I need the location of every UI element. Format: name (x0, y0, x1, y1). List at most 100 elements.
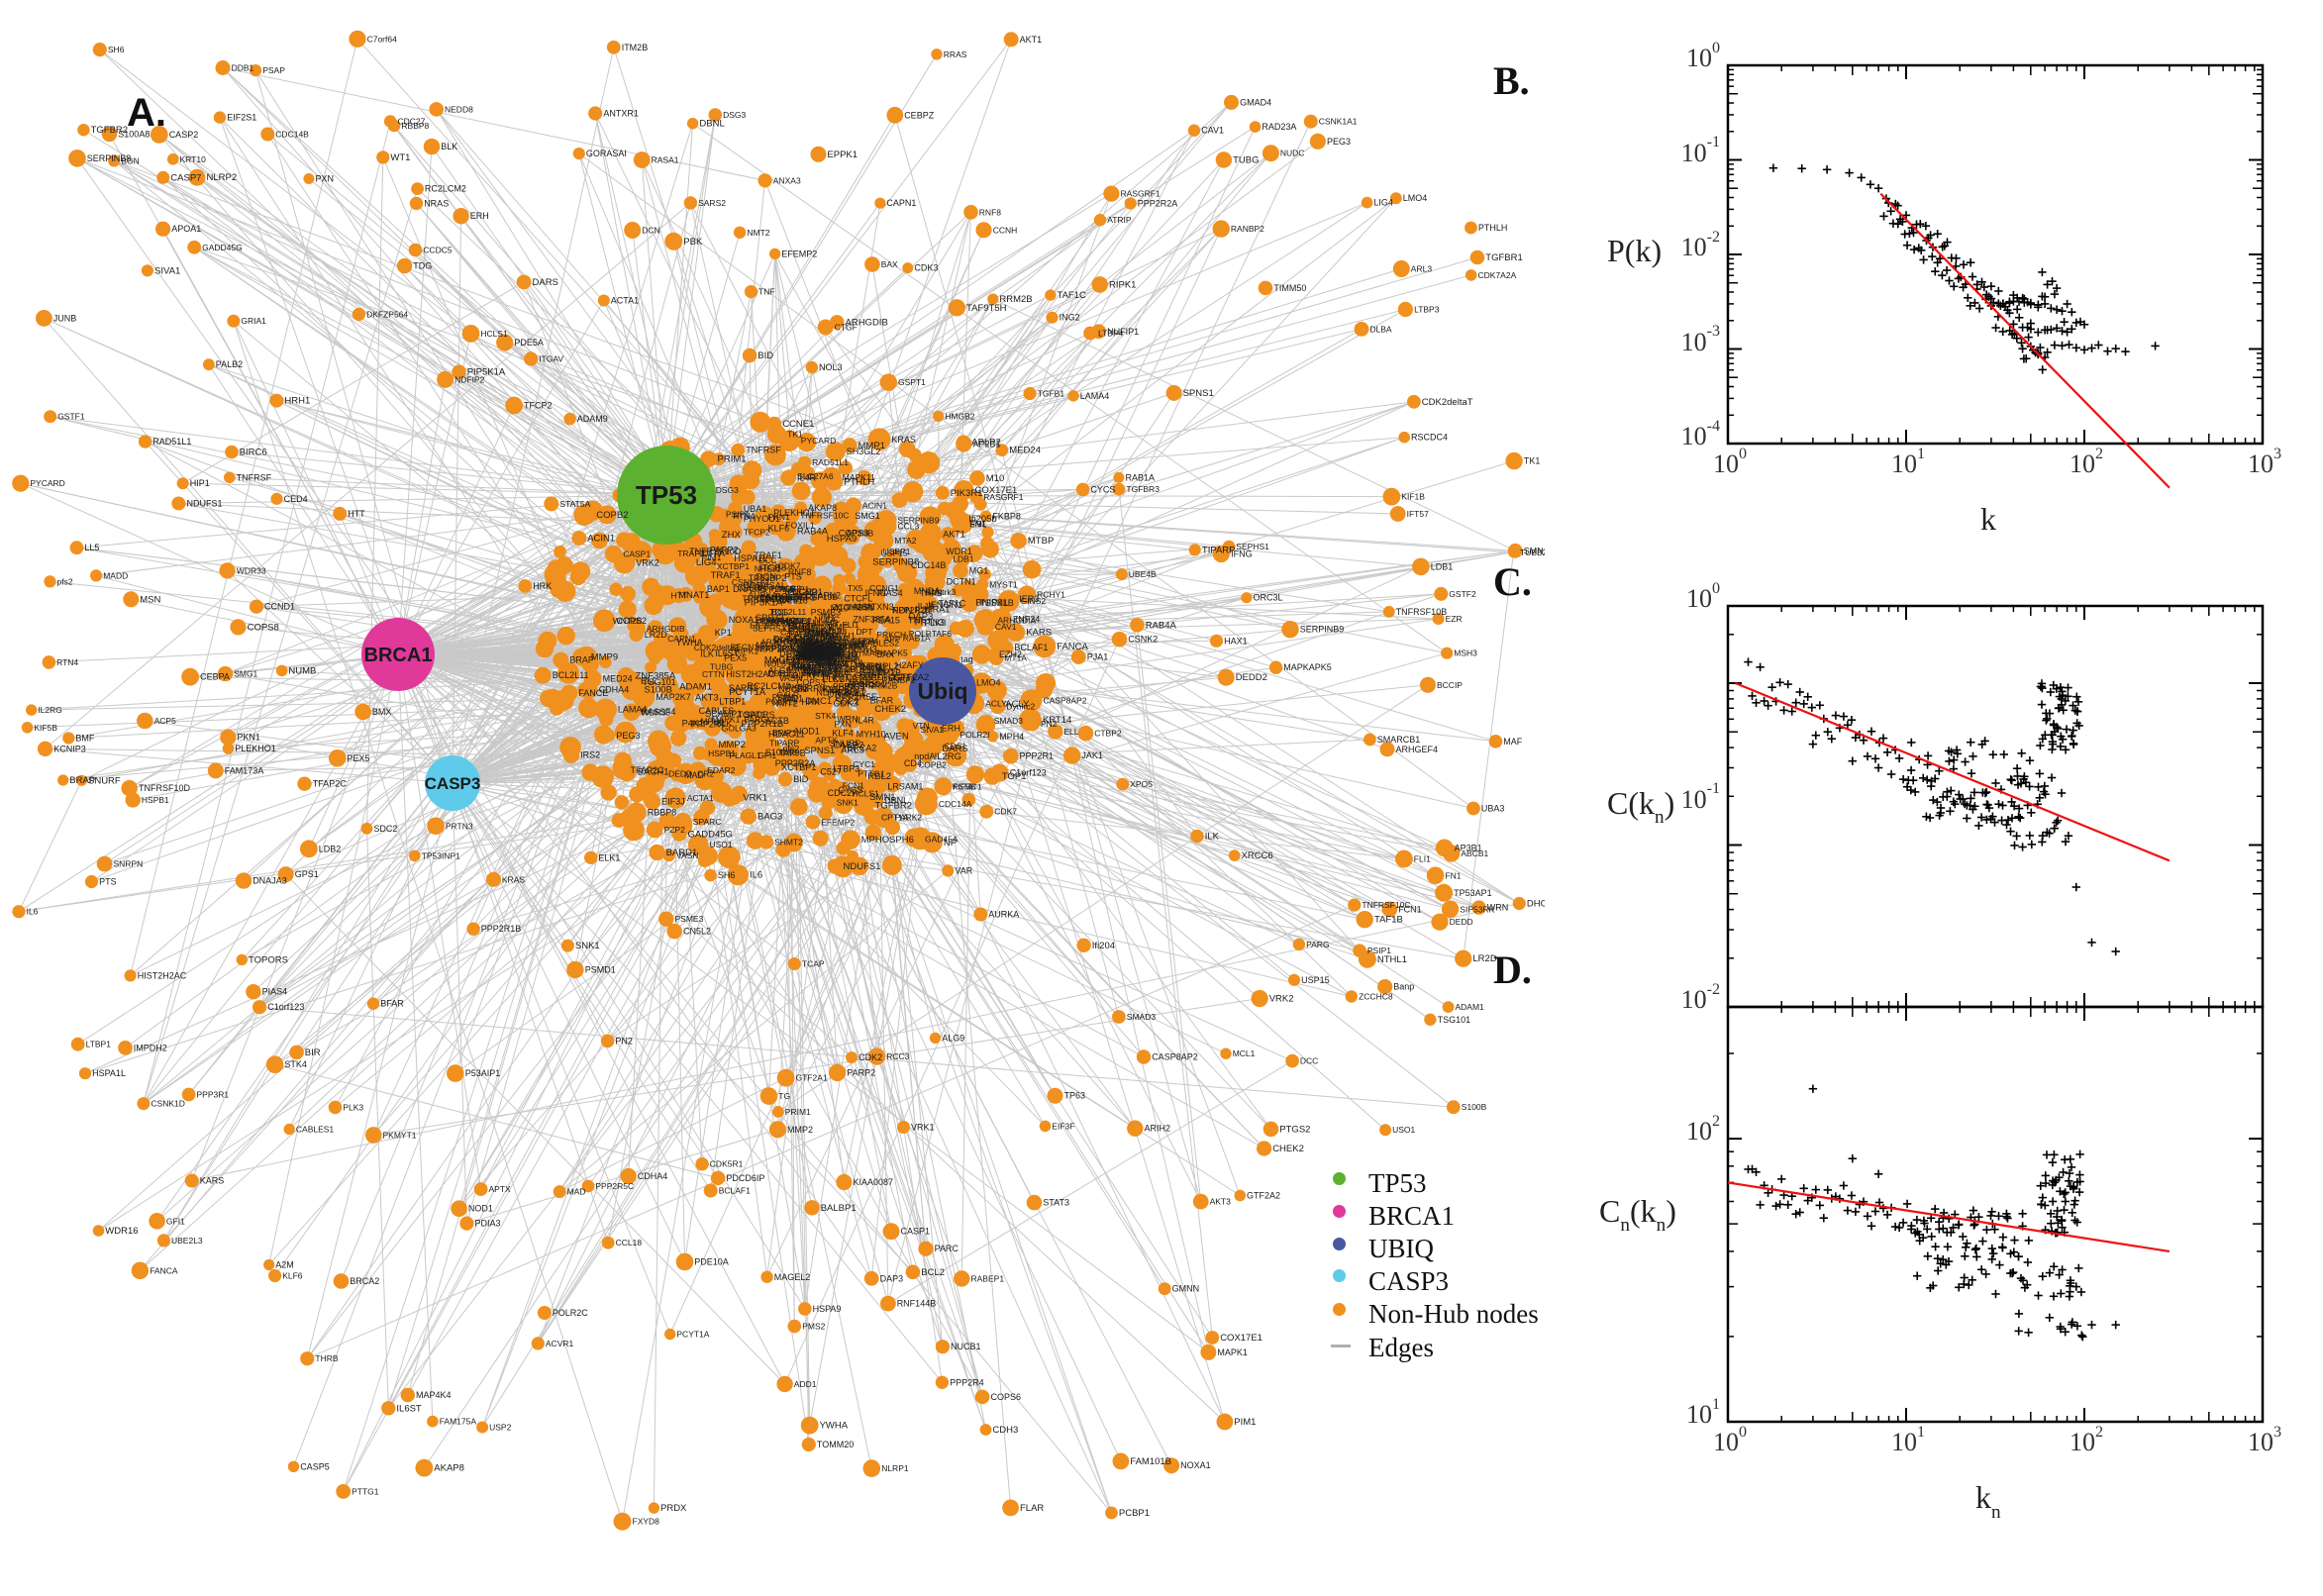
svg-text:MCL1: MCL1 (1233, 1048, 1256, 1058)
svg-text:TNFRSF: TNFRSF (746, 446, 781, 455)
svg-text:WRN: WRN (1487, 903, 1509, 913)
svg-text:CASP2: CASP2 (169, 130, 199, 140)
svg-text:RRM2B: RRM2B (999, 294, 1032, 305)
svg-text:PMS2: PMS2 (802, 1322, 825, 1332)
svg-text:PPP3R1: PPP3R1 (197, 1090, 230, 1100)
svg-text:PIAS4: PIAS4 (262, 987, 288, 997)
svg-text:CDH3: CDH3 (992, 1425, 1018, 1436)
svg-text:PSME3: PSME3 (675, 914, 704, 924)
svg-text:MSH3: MSH3 (1454, 648, 1477, 658)
svg-text:MTBP: MTBP (1028, 536, 1054, 547)
svg-text:C1orf123: C1orf123 (267, 1002, 304, 1012)
svg-text:USP2: USP2 (489, 1423, 511, 1433)
svg-text:NUDC: NUDC (1280, 149, 1305, 158)
svg-text:XPO5: XPO5 (1130, 779, 1153, 789)
svg-text:DCC: DCC (758, 555, 776, 565)
svg-text:GSTF2: GSTF2 (1449, 589, 1476, 599)
svg-text:HRK: HRK (533, 581, 552, 591)
svg-text:STAT3: STAT3 (1043, 1198, 1069, 1208)
svg-text:BID: BID (758, 350, 773, 361)
svg-text:CAV1: CAV1 (1201, 126, 1224, 136)
svg-text:DHCR24: DHCR24 (1527, 899, 1545, 910)
svg-text:LDB1: LDB1 (1431, 561, 1454, 571)
svg-text:MMP2: MMP2 (787, 1125, 813, 1135)
svg-text:CDK2deltaT: CDK2deltaT (1422, 397, 1473, 408)
svg-text:SNRPN: SNRPN (114, 859, 144, 869)
svg-text:IL6: IL6 (750, 870, 762, 881)
svg-text:VRK1: VRK1 (743, 792, 767, 803)
svg-text:DCC: DCC (1300, 1056, 1318, 1066)
svg-text:PTGS2: PTGS2 (1279, 1124, 1310, 1135)
svg-text:BCLAF1: BCLAF1 (719, 1186, 751, 1196)
svg-text:TNFRSF10B: TNFRSF10B (1396, 607, 1448, 617)
svg-text:PALB2: PALB2 (216, 359, 243, 369)
svg-text:GTF2A2: GTF2A2 (1247, 1191, 1280, 1201)
svg-text:RNF8: RNF8 (979, 207, 1001, 217)
svg-text:CASP7: CASP7 (170, 172, 201, 183)
svg-text:LIG4: LIG4 (1373, 198, 1393, 208)
svg-text:IL6: IL6 (27, 907, 39, 917)
svg-text:SNK1: SNK1 (837, 798, 858, 808)
svg-text:COPS8: COPS8 (248, 622, 279, 633)
svg-text:CDK2: CDK2 (858, 1052, 882, 1062)
svg-text:DARS: DARS (533, 277, 558, 288)
svg-text:MADD: MADD (103, 570, 128, 580)
svg-text:TOMM20: TOMM20 (817, 1440, 854, 1449)
svg-text:PARK2: PARK2 (895, 813, 923, 823)
svg-text:PZP2: PZP2 (664, 825, 686, 835)
svg-text:CD4: CD4 (904, 758, 922, 768)
svg-text:POLR2I: POLR2I (960, 730, 989, 740)
svg-text:WDR16: WDR16 (105, 1226, 138, 1237)
svg-text:STK4: STK4 (284, 1059, 307, 1069)
svg-text:EIF3F: EIF3F (1052, 1121, 1074, 1131)
svg-text:FAM173A: FAM173A (225, 765, 264, 775)
svg-text:GPS1: GPS1 (295, 869, 319, 879)
svg-text:RSCDC4: RSCDC4 (1411, 433, 1448, 443)
svg-text:LMO4: LMO4 (976, 678, 1001, 688)
svg-text:IFT57: IFT57 (1407, 509, 1429, 519)
svg-text:ALG9: ALG9 (942, 1033, 964, 1043)
svg-text:LTBP1: LTBP1 (86, 1040, 112, 1049)
svg-text:PRIM1: PRIM1 (785, 1107, 811, 1117)
svg-text:ERH: ERH (470, 211, 489, 221)
svg-text:HIP1: HIP1 (190, 478, 210, 488)
svg-text:NDUFS1: NDUFS1 (187, 499, 223, 509)
svg-text:GINS2: GINS2 (1021, 596, 1047, 606)
svg-text:IL18: IL18 (918, 601, 935, 611)
svg-text:PYCARD: PYCARD (30, 478, 64, 488)
svg-text:RAD51L1: RAD51L1 (812, 457, 849, 467)
svg-text:RAD51L1: RAD51L1 (152, 437, 191, 447)
svg-text:LTBP3: LTBP3 (1414, 305, 1440, 315)
svg-text:PARP2: PARP2 (847, 1067, 875, 1077)
svg-text:TNF: TNF (758, 287, 775, 297)
svg-text:CHEK2: CHEK2 (1272, 1144, 1304, 1154)
svg-text:CEBPZ: CEBPZ (904, 110, 935, 120)
svg-text:HIST2H2AC: HIST2H2AC (138, 970, 187, 980)
svg-text:TNFRSF10C: TNFRSF10C (800, 511, 849, 521)
svg-text:UBA3: UBA3 (1481, 804, 1505, 814)
svg-text:PN2: PN2 (1041, 719, 1058, 729)
svg-text:PPP2R5C: PPP2R5C (595, 1181, 634, 1191)
svg-text:GMNN: GMNN (1172, 1284, 1200, 1294)
svg-text:NOL3: NOL3 (819, 362, 843, 372)
svg-text:RASGRF1: RASGRF1 (1121, 189, 1161, 199)
svg-text:TP63: TP63 (1064, 1091, 1086, 1101)
svg-text:AURKA: AURKA (988, 910, 1019, 920)
svg-text:IRS2: IRS2 (580, 750, 600, 760)
svg-text:EIF3J: EIF3J (661, 797, 685, 807)
svg-text:MAP4K4: MAP4K4 (416, 1390, 452, 1400)
svg-text:COX17E1: COX17E1 (1220, 1333, 1262, 1344)
svg-text:BGN: BGN (121, 155, 139, 165)
svg-text:BIR: BIR (305, 1047, 321, 1058)
svg-text:SH3GL2: SH3GL2 (847, 447, 881, 456)
svg-text:ACLY: ACLY (985, 699, 1007, 709)
svg-text:TNFRSF10D: TNFRSF10D (139, 783, 191, 793)
svg-text:AKT1: AKT1 (1020, 35, 1043, 45)
svg-text:DEDD2: DEDD2 (1236, 672, 1267, 683)
svg-text:MAD: MAD (567, 1187, 586, 1197)
svg-text:USO1: USO1 (710, 840, 733, 849)
svg-text:RCC3: RCC3 (886, 1051, 909, 1061)
svg-text:KIF5B: KIF5B (34, 723, 57, 733)
svg-text:PARP2: PARP2 (710, 546, 739, 555)
svg-text:BAG3: BAG3 (758, 812, 782, 823)
